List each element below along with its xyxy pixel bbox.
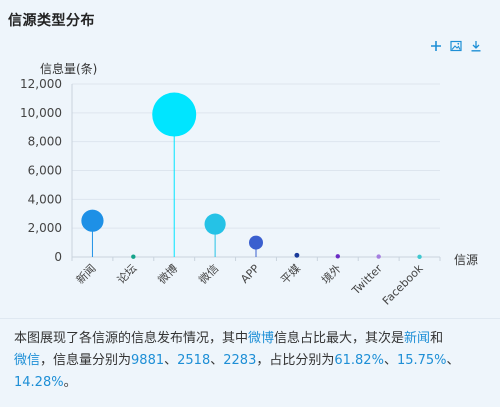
y-tick-label: 8,000 xyxy=(28,135,62,149)
summary-mid1: 信息占比最大，其次是 xyxy=(274,331,405,346)
data-point xyxy=(81,209,104,232)
data-point xyxy=(131,254,136,259)
y-tick-label: 4,000 xyxy=(28,192,62,206)
data-point xyxy=(152,92,197,137)
download-icon[interactable] xyxy=(470,40,482,52)
y-axis-label: 信息量(条) xyxy=(40,62,98,76)
plus-icon[interactable] xyxy=(430,40,442,52)
summary-value-3: 2283 xyxy=(223,353,257,368)
summary-end: 。 xyxy=(63,375,77,390)
panel-title: 信源类型分布 xyxy=(8,13,95,29)
data-point xyxy=(294,252,300,258)
x-tick-label: 论坛 xyxy=(114,261,139,286)
y-tick-label: 10,000 xyxy=(20,106,62,120)
summary-percent-2: 15.75% xyxy=(396,353,447,368)
x-tick-label: Facebook xyxy=(380,261,426,307)
x-tick-label: 新闻 xyxy=(73,261,98,286)
summary-sep4: 、 xyxy=(446,353,460,368)
x-tick-label: 平媒 xyxy=(278,262,303,287)
image-save-icon[interactable] xyxy=(450,40,462,52)
summary-sep2: 、 xyxy=(210,353,224,368)
data-point xyxy=(376,254,381,259)
y-tick-label: 6,000 xyxy=(28,164,62,178)
data-point xyxy=(417,254,422,260)
x-tick-label: 微信 xyxy=(196,261,221,286)
chart-toolbox xyxy=(430,40,482,52)
summary-and: 和 xyxy=(430,331,444,346)
y-tick-label: 2,000 xyxy=(28,221,62,235)
summary-top1-link[interactable]: 微博 xyxy=(248,331,275,346)
summary-mid3: ，占比分别为 xyxy=(256,353,335,368)
data-point xyxy=(249,235,263,250)
x-tick-label: 境外 xyxy=(318,261,343,286)
summary-value-1: 9881 xyxy=(131,353,165,368)
summary-value-2: 2518 xyxy=(177,353,211,368)
data-point xyxy=(335,254,340,259)
summary-mid2: ，信息量分别为 xyxy=(40,353,132,368)
summary-text: 本图展现了各信源的信息发布情况，其中微博信息占比最大，其次是新闻和微信，信息量分… xyxy=(14,328,484,394)
y-tick-label: 0 xyxy=(54,250,62,264)
chart-canvas: 12,000 10,000 8,000 6,000 4,000 2,000 0 新闻 论坛 微博微… xyxy=(20,77,441,308)
x-axis-label: 信源 xyxy=(454,253,479,267)
summary-prefix: 本图展现了各信源的信息发布情况，其中 xyxy=(14,331,249,346)
y-tick-label: 12,000 xyxy=(20,77,62,91)
divider xyxy=(0,318,500,319)
summary-percent-1: 61.82% xyxy=(334,353,384,368)
x-tick-label: Twitter xyxy=(349,262,385,298)
summary-top3-link[interactable]: 微信 xyxy=(14,353,41,368)
summary-sep3: 、 xyxy=(383,353,397,368)
x-tick-label: 微博 xyxy=(155,261,180,286)
summary-top2-link[interactable]: 新闻 xyxy=(404,331,431,346)
x-tick-label: APP xyxy=(238,262,262,286)
summary-sep1: 、 xyxy=(164,353,178,368)
summary-percent-3: 14.28% xyxy=(14,375,64,390)
data-point xyxy=(204,213,226,235)
